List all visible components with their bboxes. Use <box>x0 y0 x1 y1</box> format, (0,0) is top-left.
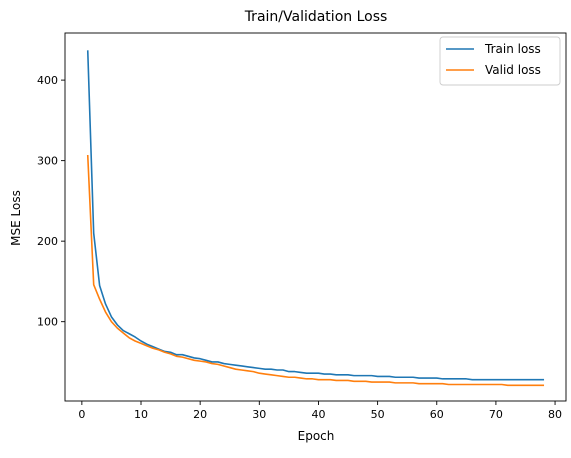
y-axis: 100 200 300 400 <box>37 74 65 329</box>
legend: Train loss Valid loss <box>440 37 560 85</box>
x-tick-label: 60 <box>430 408 444 421</box>
y-tick-label: 100 <box>37 316 58 329</box>
x-tick-label: 30 <box>252 408 266 421</box>
y-tick-label: 400 <box>37 74 58 87</box>
legend-label: Valid loss <box>485 63 541 77</box>
y-axis-label: MSE Loss <box>9 190 23 246</box>
plot-area <box>65 33 566 401</box>
x-tick-label: 50 <box>371 408 385 421</box>
series-line-valid-loss <box>88 156 543 385</box>
x-tick-label: 80 <box>548 408 562 421</box>
y-tick-label: 200 <box>37 235 58 248</box>
x-tick-label: 20 <box>193 408 207 421</box>
chart-title: Train/Validation Loss <box>244 9 388 25</box>
x-axis-label: Epoch <box>298 429 335 443</box>
legend-label: Train loss <box>484 42 541 56</box>
y-tick-label: 300 <box>37 155 58 168</box>
x-tick-label: 10 <box>134 408 148 421</box>
x-tick-label: 40 <box>311 408 325 421</box>
x-tick-label: 70 <box>489 408 503 421</box>
series-line-train-loss <box>88 51 543 380</box>
plot-frame <box>65 33 566 401</box>
x-axis: 0 10 20 30 40 50 60 70 80 <box>78 401 562 421</box>
x-tick-label: 0 <box>78 408 85 421</box>
